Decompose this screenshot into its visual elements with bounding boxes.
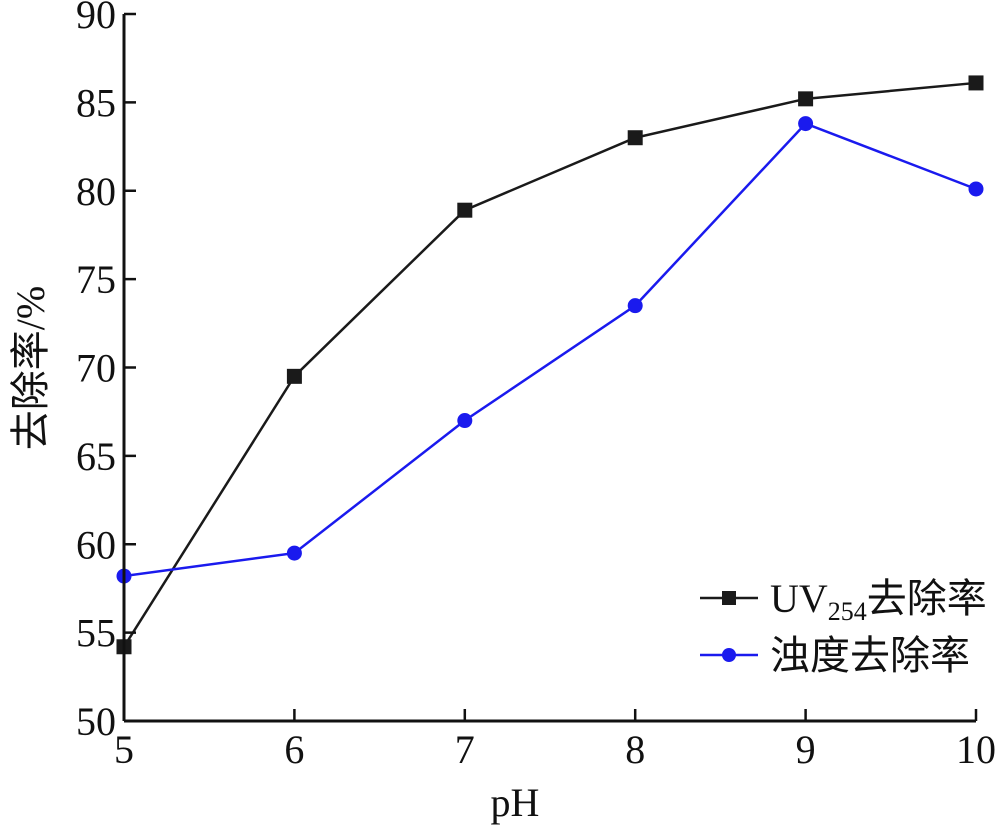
y-tick-label: 65 — [76, 434, 116, 479]
data-point-square — [286, 368, 302, 384]
legend-entry-turbidity: 浊度去除率 — [700, 633, 970, 678]
y-tick-label: 75 — [76, 257, 116, 302]
y-tick-label: 85 — [76, 80, 116, 125]
x-tick-label: 5 — [114, 727, 134, 772]
data-point-square — [798, 91, 814, 107]
legend-entry-uv254: UV254去除率 — [700, 576, 987, 626]
legend-marker-square — [722, 591, 736, 605]
legend-label-turbidity: 浊度去除率 — [770, 633, 970, 678]
series-uv254 — [116, 75, 984, 655]
y-axis-title: 去除率/% — [8, 286, 53, 450]
data-point-circle — [457, 413, 473, 429]
y-tick-label: 55 — [76, 611, 116, 656]
x-tick-label: 6 — [284, 727, 304, 772]
data-point-circle — [286, 545, 302, 561]
y-tick-label: 60 — [76, 522, 116, 567]
y-tick-label: 90 — [76, 0, 116, 37]
data-point-circle — [627, 298, 643, 314]
data-point-square — [457, 202, 473, 218]
series-line — [122, 81, 977, 648]
x-tick-label: 10 — [956, 727, 996, 772]
y-tick-label: 80 — [76, 169, 116, 214]
series-line — [123, 122, 977, 578]
data-point-square — [627, 130, 643, 146]
x-ticks: 5 6 7 8 9 10 — [114, 709, 996, 772]
x-axis-title: pH — [491, 780, 540, 825]
legend-label-uv254: UV254去除率 — [770, 576, 987, 626]
y-tick-label: 50 — [76, 699, 116, 744]
data-point-square — [968, 75, 984, 91]
x-tick-label: 8 — [625, 727, 645, 772]
data-point-circle — [968, 181, 984, 197]
x-tick-label: 9 — [796, 727, 816, 772]
x-tick-label: 7 — [455, 727, 475, 772]
legend: UV254去除率 浊度去除率 — [700, 576, 987, 678]
series-layer — [116, 75, 984, 655]
y-tick-label: 70 — [76, 346, 116, 391]
legend-marker-circle — [722, 648, 736, 662]
y-ticks: 50 55 60 65 70 75 80 85 90 — [76, 0, 136, 744]
data-point-circle — [798, 116, 814, 132]
series-turbidity — [116, 116, 984, 584]
